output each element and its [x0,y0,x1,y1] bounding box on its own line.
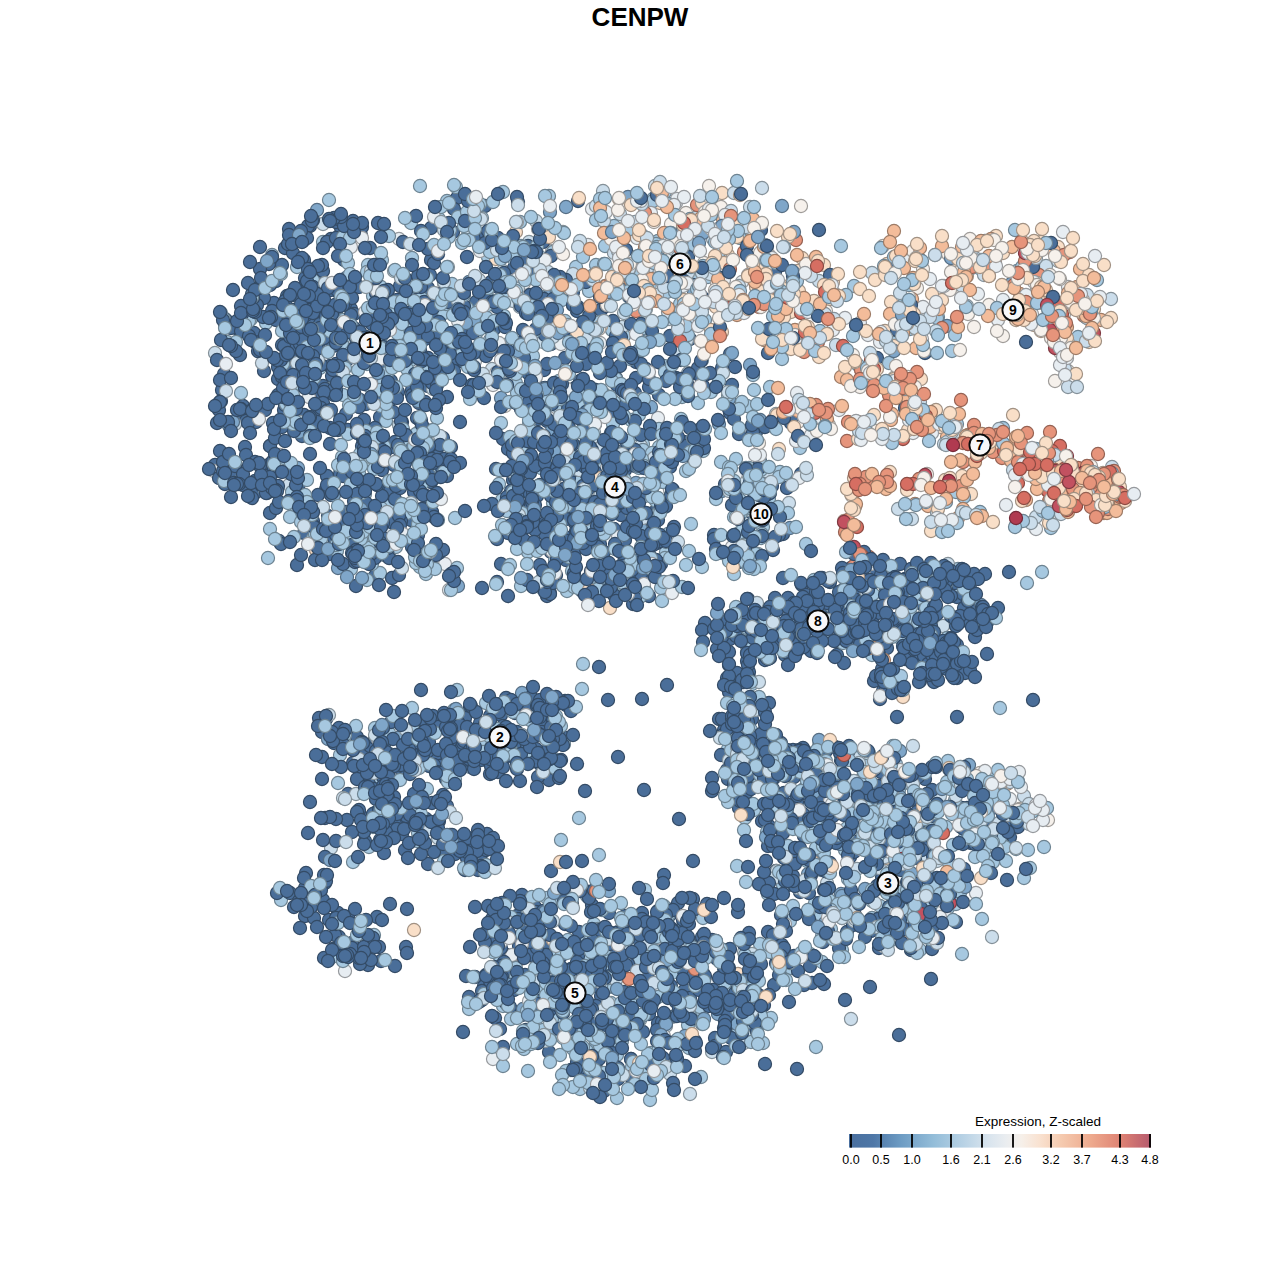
svg-text:Expression, Z-scaled: Expression, Z-scaled [975,1114,1101,1129]
svg-text:2.6: 2.6 [1004,1153,1021,1167]
svg-text:1.6: 1.6 [942,1153,959,1167]
svg-text:10: 10 [753,506,769,522]
svg-text:1.0: 1.0 [903,1153,920,1167]
svg-text:0.5: 0.5 [872,1153,889,1167]
svg-text:4.3: 4.3 [1111,1153,1128,1167]
svg-text:3.7: 3.7 [1073,1153,1090,1167]
svg-text:8: 8 [814,613,822,629]
svg-text:1: 1 [366,335,374,351]
svg-text:4.8: 4.8 [1141,1153,1158,1167]
svg-text:6: 6 [676,256,684,272]
svg-text:9: 9 [1009,302,1017,318]
svg-text:7: 7 [976,437,984,453]
svg-text:5: 5 [571,985,579,1001]
svg-text:2: 2 [496,729,504,745]
svg-text:3.2: 3.2 [1042,1153,1059,1167]
svg-text:2.1: 2.1 [973,1153,990,1167]
svg-text:3: 3 [884,875,892,891]
svg-text:0.0: 0.0 [842,1153,859,1167]
svg-text:4: 4 [611,479,619,495]
